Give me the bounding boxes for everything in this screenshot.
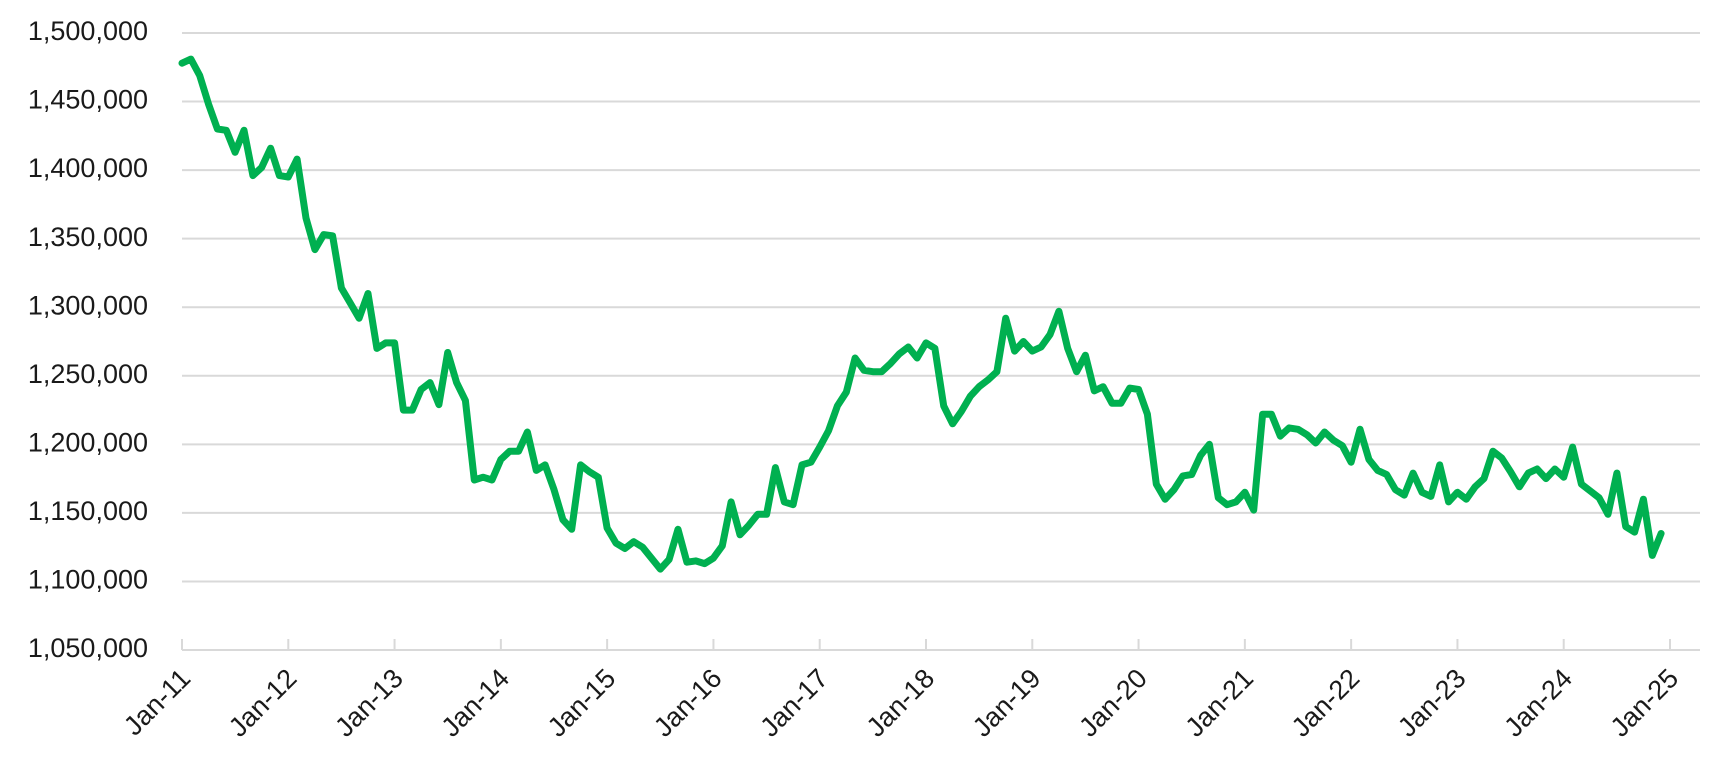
gridlines [182, 32, 1700, 583]
y-tick-label: 1,250,000 [28, 359, 148, 389]
x-tick-label: Jan-14 [436, 663, 516, 743]
x-axis [181, 639, 1700, 651]
x-tick-label: Jan-24 [1498, 663, 1578, 743]
y-tick-label: 1,450,000 [28, 85, 148, 115]
x-tick-label: Jan-22 [1286, 663, 1366, 743]
y-tick-label: 1,400,000 [28, 153, 148, 183]
x-axis-tick-labels: Jan-11 Jan-12 Jan-13 Jan-14 Jan-15 Jan-16 Jan-… [118, 663, 1684, 743]
x-tick-label: Jan-16 [648, 663, 728, 743]
x-tick-label: Jan-20 [1073, 663, 1153, 743]
x-tick-label: Jan-25 [1605, 663, 1685, 743]
x-tick-label: Jan-13 [329, 663, 409, 743]
series-line [178, 55, 1665, 573]
y-tick-label: 1,500,000 [28, 16, 148, 46]
y-tick-label: 1,100,000 [28, 565, 148, 595]
x-tick-label: Jan-21 [1180, 663, 1260, 743]
x-tick-label: Jan-23 [1392, 663, 1472, 743]
y-tick-label: 1,300,000 [28, 290, 148, 320]
x-tick-label: Jan-11 [118, 663, 196, 741]
x-tick-label: Jan-18 [861, 663, 941, 743]
x-tick-label: Jan-12 [223, 663, 303, 743]
y-axis-tick-labels: 1,050,000 1,100,000 1,150,000 1,200,000 1,25… [28, 16, 148, 663]
x-tick-label: Jan-15 [542, 663, 622, 743]
y-tick-label: 1,350,000 [28, 222, 148, 252]
x-tick-label: Jan-17 [754, 663, 834, 743]
y-tick-label: 1,200,000 [28, 427, 148, 457]
y-tick-label: 1,050,000 [28, 633, 148, 663]
y-tick-label: 1,150,000 [28, 496, 148, 526]
x-tick-label: Jan-19 [967, 663, 1047, 743]
